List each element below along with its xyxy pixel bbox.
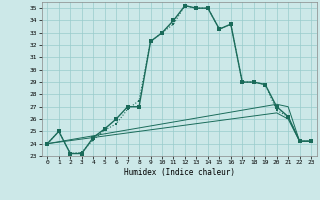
X-axis label: Humidex (Indice chaleur): Humidex (Indice chaleur) bbox=[124, 168, 235, 177]
